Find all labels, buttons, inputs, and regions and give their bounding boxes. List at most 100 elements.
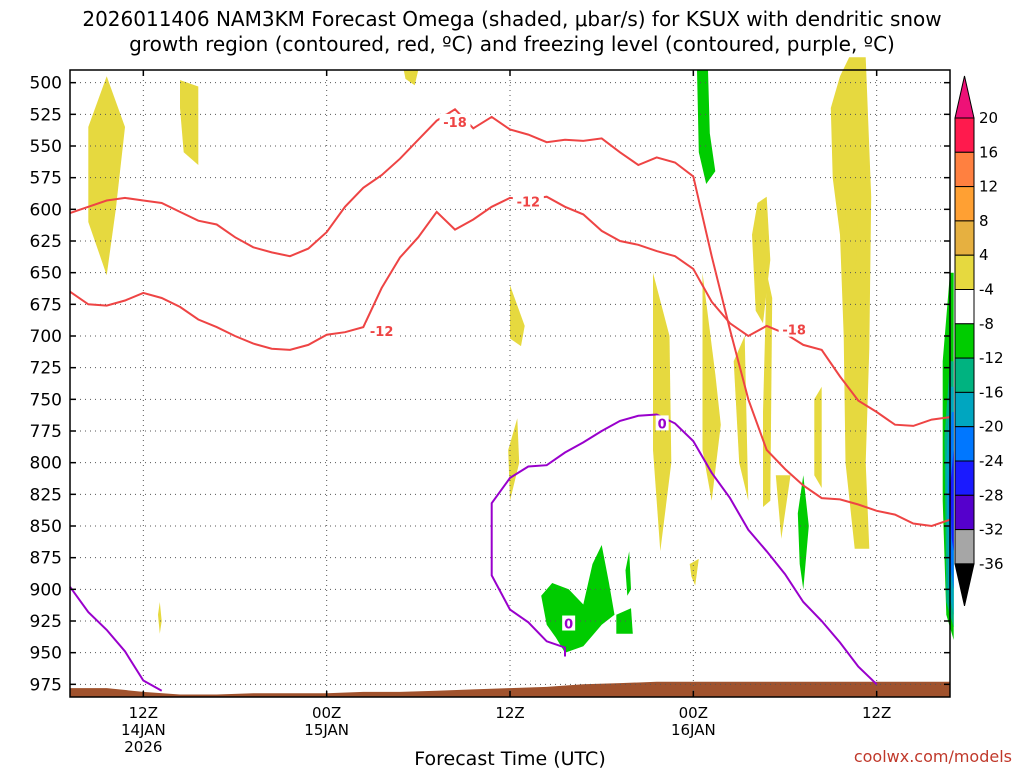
- contour-line-1: [69, 195, 951, 427]
- colorbar-label: 8: [979, 212, 989, 230]
- colorbar-top-arrow: [954, 75, 975, 119]
- x-tick-label: 16JAN: [671, 721, 716, 739]
- x-tick-label: 12Z: [129, 704, 158, 722]
- contour-layer: -18 -12 -12 -18 0 0: [69, 108, 951, 692]
- contour-label: 0: [658, 417, 667, 432]
- y-tick-label: 550: [30, 137, 62, 157]
- omega-shade-yellow-10: [733, 336, 749, 501]
- plot-background: [70, 70, 950, 697]
- omega-shade-yellow-14: [814, 386, 822, 488]
- colorbar-bin-1: [954, 151, 975, 188]
- omega-shade-yellow-13: [775, 475, 791, 539]
- y-axis-ticks: 500 525 550 575 600 625 650 675 700 725 750 775 800 8…: [30, 74, 950, 695]
- omega-shade-purple-1: [950, 450, 954, 552]
- colorbar-bin-6: [954, 323, 975, 359]
- x-tick-label: 00Z: [312, 704, 341, 722]
- omega-shade-yellow-4: [403, 70, 419, 86]
- x-tick-label: 2026: [124, 738, 162, 756]
- y-tick-label: 750: [30, 390, 62, 410]
- terrain-layer: [70, 681, 950, 697]
- chart-title-line1: 2026011406 NAM3KM Forecast Omega (shaded…: [82, 7, 941, 31]
- plot-area: -18 -12 -12 -18 0 0: [69, 57, 954, 698]
- omega-shade-yellow-1: [88, 76, 125, 276]
- x-tick-label: 00Z: [679, 704, 708, 722]
- contour-label: -18: [443, 116, 467, 131]
- omega-shade-yellow-16: [845, 190, 859, 286]
- omega-shade-green-1: [697, 70, 716, 184]
- contour-label-bg: [778, 321, 810, 337]
- omega-shade-yellow-9: [702, 272, 721, 501]
- contour-line-2: [69, 586, 163, 692]
- y-tick-label: 825: [30, 485, 62, 505]
- omega-shading-layer: [88, 57, 954, 653]
- contour-label-bg: [655, 415, 669, 431]
- chart-title-line2: growth region (contoured, red, ºC) and f…: [129, 32, 895, 56]
- colorbar-bottom-arrow: [954, 563, 975, 607]
- colorbar-bin-3: [954, 220, 975, 256]
- y-tick-label: 575: [30, 169, 62, 189]
- y-tick-label: 775: [30, 422, 62, 442]
- colorbar-bin-11: [954, 494, 975, 531]
- colorbar-bin-gray: [954, 529, 975, 565]
- y-tick-label: 950: [30, 644, 62, 664]
- contour-label-bg: [439, 113, 471, 129]
- y-tick-label: 800: [30, 454, 62, 474]
- y-tick-label: 850: [30, 517, 62, 537]
- colorbar-bin-8: [954, 391, 975, 428]
- contour-label: -12: [517, 196, 541, 211]
- omega-shade-green-4: [625, 551, 631, 596]
- omega-shade-yellow-2: [180, 80, 199, 165]
- terrain-fill: [70, 681, 950, 697]
- contour-label: -18: [782, 324, 806, 339]
- x-tick-label: 15JAN: [304, 721, 349, 739]
- contour-line-0: [69, 108, 951, 528]
- omega-shade-yellow-3: [158, 602, 162, 634]
- omega-shade-green-2: [797, 475, 809, 590]
- y-tick-label: 875: [30, 549, 62, 569]
- colorbar-label: -4: [979, 281, 994, 299]
- y-tick-label: 500: [30, 74, 62, 94]
- colorbar-label: 20: [979, 109, 998, 127]
- contour-label-bg: [366, 322, 398, 338]
- colorbar-bin-9: [954, 426, 975, 462]
- omega-shade-yellow-11: [752, 196, 771, 324]
- colorbar-bin-2: [954, 186, 975, 222]
- colorbar-label: 4: [979, 246, 989, 264]
- y-tick-label: 725: [30, 359, 62, 379]
- omega-shade-yellow-8: [689, 558, 699, 586]
- grid-layer: [70, 70, 950, 697]
- colorbar-label: -12: [979, 349, 1004, 367]
- omega-shade-yellow-15: [830, 57, 872, 549]
- colorbar-bin-7: [954, 357, 975, 393]
- y-tick-label: 650: [30, 264, 62, 284]
- omega-shade-green-5: [616, 608, 633, 634]
- colorbar-label: -20: [979, 418, 1004, 436]
- y-tick-label: 600: [30, 200, 62, 220]
- y-tick-label: 900: [30, 580, 62, 600]
- colorbar-label: 16: [979, 143, 998, 161]
- x-tick-label: 12Z: [862, 704, 891, 722]
- x-tick-label: 12Z: [495, 704, 524, 722]
- colorbar-label: -24: [979, 452, 1004, 470]
- y-tick-label: 625: [30, 232, 62, 252]
- x-tick-label: 14JAN: [121, 721, 166, 739]
- omega-shade-green-3: [541, 545, 615, 653]
- y-tick-label: 675: [30, 295, 62, 315]
- colorbar-bin-10: [954, 460, 975, 496]
- omega-shade-yellow-6: [508, 418, 520, 501]
- colorbar-label: 12: [979, 178, 998, 196]
- y-tick-label: 975: [30, 675, 62, 695]
- colorbar-label: -8: [979, 315, 994, 333]
- y-tick-label: 525: [30, 105, 62, 125]
- colorbar-label: -36: [979, 555, 1004, 573]
- contour-line-2-b: [490, 413, 878, 686]
- omega-shade-yellow-5: [510, 285, 525, 347]
- y-tick-label: 700: [30, 327, 62, 347]
- colorbar-bin-4: [954, 254, 975, 290]
- colorbar-label: -28: [979, 486, 1004, 504]
- colorbar-label: -16: [979, 383, 1004, 401]
- colorbar-label: -32: [979, 521, 1004, 539]
- contour-label: 0: [564, 618, 573, 633]
- colorbar: 20 16 12 8 4 -4 -8 -12 -16 -20 -24 -28 -32 -36: [954, 75, 1004, 607]
